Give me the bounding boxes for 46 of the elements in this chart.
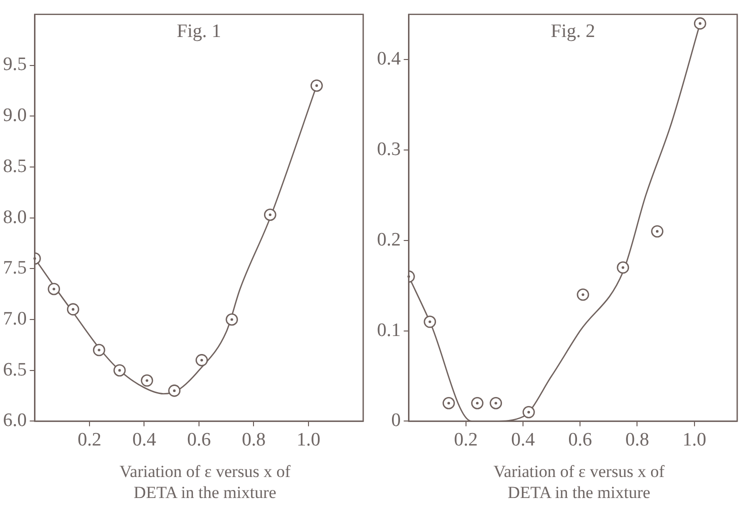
y-tick-label: 0 <box>391 410 401 432</box>
x-axis-title: Variation of ε versus x of DETA in the mixture <box>492 461 666 503</box>
point <box>92 344 106 356</box>
point <box>226 313 238 326</box>
point <box>264 208 276 221</box>
point <box>522 406 535 418</box>
y-tick-label: 0.1 <box>377 320 401 341</box>
x-tick-label: 0.2 <box>78 430 102 451</box>
point <box>140 374 154 387</box>
y-tick-label: 7.0 <box>3 308 27 330</box>
y-tick-label: 8.0 <box>3 206 27 228</box>
y-tick-label: 6.5 <box>3 359 27 380</box>
point <box>694 17 706 30</box>
point <box>442 396 455 410</box>
point <box>66 303 80 316</box>
x-tick-label: 0.2 <box>454 430 478 451</box>
y-tick-label: 7.5 <box>3 258 27 279</box>
y-tick-label: 9.5 <box>3 54 27 76</box>
y-tick-label: 9.0 <box>3 105 27 126</box>
y-tick-label: 0.3 <box>377 138 401 160</box>
point <box>576 288 590 301</box>
y-tick-label: 8.5 <box>3 156 27 177</box>
chart-title: Fig. 1 <box>176 20 222 42</box>
point <box>471 396 484 410</box>
x-tick-label: 0.8 <box>625 430 650 451</box>
point <box>651 225 664 238</box>
x-tick-label: 1.0 <box>296 430 320 451</box>
y-tick-label: 6.0 <box>3 410 27 432</box>
x-tick-label: 0.4 <box>132 430 157 451</box>
point <box>310 79 323 92</box>
y-tick-label: 0.2 <box>377 229 401 250</box>
x-tick-label: 0.6 <box>187 430 211 451</box>
chart-title: Fig. 2 <box>550 20 596 42</box>
point <box>424 316 436 328</box>
point <box>48 282 60 296</box>
point <box>490 396 502 410</box>
point <box>616 261 630 274</box>
x-tick-label: 0.8 <box>242 430 266 451</box>
x-tick-label: 0.6 <box>568 430 592 451</box>
x-tick-label: 1.0 <box>682 430 706 451</box>
y-tick-label: 0.4 <box>377 48 402 70</box>
point <box>168 384 180 397</box>
point <box>113 364 126 376</box>
x-tick-label: 0.4 <box>511 430 536 451</box>
x-axis-title: Variation of ε versus x of DETA in the mixture <box>118 461 292 503</box>
point <box>196 354 208 366</box>
